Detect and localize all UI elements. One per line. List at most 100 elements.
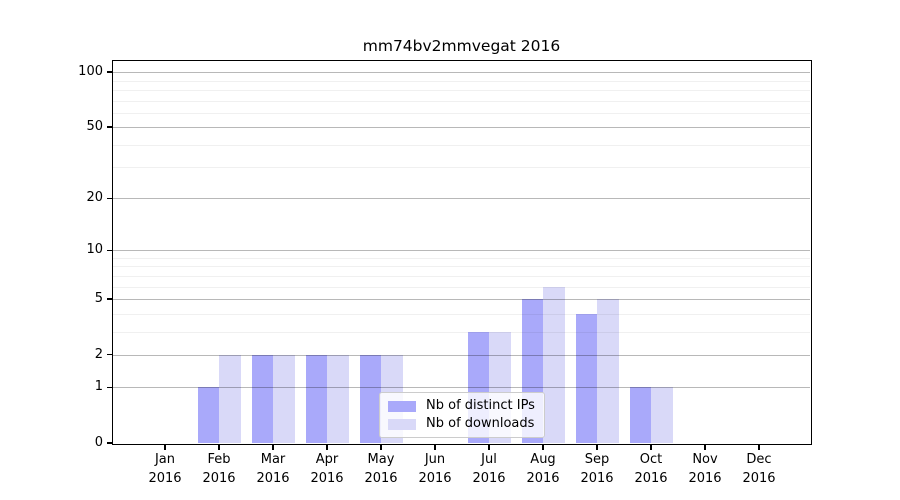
y-tick-5 (106, 298, 112, 300)
gridline-major-10 (113, 250, 810, 252)
x-tick-label-oct: Oct 2016 (623, 450, 679, 488)
x-tick-nov (704, 444, 706, 450)
gridline-major-20 (113, 198, 810, 200)
y-tick-label-5: 5 (94, 291, 103, 307)
x-tick-label-mar: Mar 2016 (245, 450, 301, 488)
y-tick-20 (106, 197, 112, 200)
gridline-minor-7 (113, 275, 810, 277)
x-tick-feb (218, 444, 220, 450)
x-tick-month: May (367, 452, 395, 467)
y-tick-1 (106, 386, 112, 389)
bar-downloads-feb (219, 354, 241, 443)
legend-item-distinct-ips: Nb of distinct IPs (388, 398, 536, 414)
x-tick-year: 2016 (256, 471, 290, 486)
bar-downloads-mar (273, 354, 295, 443)
legend-label-distinct-ips: Nb of distinct IPs (426, 398, 535, 413)
legend: Nb of distinct IPs Nb of downloads (379, 392, 545, 438)
x-tick-year: 2016 (418, 471, 452, 486)
x-tick-month: Mar (260, 452, 286, 467)
x-tick-year: 2016 (310, 471, 344, 486)
gridline-minor-6 (113, 286, 810, 288)
x-tick-jan (164, 444, 166, 450)
x-tick-label-nov: Nov 2016 (677, 450, 733, 488)
bar-downloads-oct (651, 387, 673, 443)
gridline-minor-3 (113, 331, 810, 333)
x-tick-aug (542, 444, 544, 450)
bar-distinct-ips-mar (251, 354, 273, 443)
x-tick-month: Oct (639, 452, 663, 467)
x-tick-mar (272, 444, 274, 450)
x-tick-label-jul: Jul 2016 (461, 450, 517, 488)
x-tick-label-jan: Jan 2016 (137, 450, 193, 488)
gridline-minor-30 (113, 167, 810, 169)
x-tick-year: 2016 (526, 471, 560, 486)
x-tick-year: 2016 (148, 471, 182, 486)
bar-downloads-aug (543, 286, 565, 443)
gridline-minor-40 (113, 144, 810, 146)
y-tick-label-10: 10 (86, 242, 103, 258)
y-tick-0 (106, 442, 112, 444)
gridline-major-5 (113, 299, 810, 301)
y-tick-100 (106, 71, 112, 73)
x-tick-year: 2016 (688, 471, 722, 486)
x-tick-label-may: May 2016 (353, 450, 409, 488)
x-tick-year: 2016 (634, 471, 668, 486)
x-tick-dec (758, 444, 760, 450)
gridline-major-2 (113, 354, 810, 356)
y-tick-label-100: 100 (78, 64, 103, 80)
bar-distinct-ips-may (359, 354, 381, 443)
x-tick-month: Jun (424, 452, 446, 467)
x-tick-month: Aug (530, 452, 556, 467)
gridline-minor-70 (113, 100, 810, 102)
x-tick-month: Sep (584, 452, 610, 467)
x-tick-label-feb: Feb 2016 (191, 450, 247, 488)
gridline-minor-8 (113, 266, 810, 268)
x-tick-month: Jul (481, 452, 497, 467)
legend-label-downloads: Nb of downloads (426, 416, 535, 431)
x-tick-apr (326, 444, 328, 450)
chart-title: mm74bv2mmvegat 2016 (362, 37, 561, 55)
x-tick-label-dec: Dec 2016 (731, 450, 787, 488)
x-tick-month: Apr (315, 452, 339, 467)
x-tick-month: Dec (746, 452, 772, 467)
gridline-minor-80 (113, 89, 810, 91)
gridline-minor-90 (113, 80, 810, 82)
legend-item-downloads: Nb of downloads (388, 416, 536, 432)
bar-distinct-ips-sep (575, 313, 597, 443)
x-tick-month: Nov (692, 452, 718, 467)
x-tick-label-apr: Apr 2016 (299, 450, 355, 488)
y-tick-label-2: 2 (94, 346, 103, 362)
gridline-minor-60 (113, 112, 810, 114)
gridline-major-1 (113, 387, 810, 389)
bar-distinct-ips-apr (305, 354, 327, 443)
gridline-minor-9 (113, 258, 810, 259)
x-tick-may (380, 444, 382, 450)
x-tick-year: 2016 (472, 471, 506, 486)
x-tick-sep (596, 444, 598, 450)
gridline-minor-4 (113, 313, 810, 315)
x-tick-month: Jan (154, 452, 176, 467)
x-tick-year: 2016 (742, 471, 776, 486)
y-tick-label-50: 50 (86, 119, 103, 135)
x-tick-month: Feb (207, 452, 231, 467)
y-tick-10 (106, 249, 112, 252)
y-tick-label-0: 0 (94, 435, 103, 450)
x-tick-label-aug: Aug 2016 (515, 450, 571, 488)
bar-downloads-sep (597, 299, 619, 443)
y-tick-2 (106, 353, 112, 356)
gridline-major-100 (113, 72, 810, 74)
x-tick-oct (650, 444, 652, 450)
y-tick-50 (106, 126, 112, 128)
bar-distinct-ips-oct (629, 387, 651, 443)
x-tick-year: 2016 (202, 471, 236, 486)
x-tick-year: 2016 (580, 471, 614, 486)
x-tick-jul (488, 444, 490, 450)
gridline-major-50 (113, 127, 810, 129)
bar-downloads-apr (327, 354, 349, 443)
y-tick-label-20: 20 (86, 190, 103, 206)
x-tick-label-jun: Jun 2016 (407, 450, 463, 488)
legend-swatch-downloads (388, 418, 416, 430)
y-tick-label-1: 1 (94, 379, 103, 395)
x-tick-label-sep: Sep 2016 (569, 450, 625, 488)
